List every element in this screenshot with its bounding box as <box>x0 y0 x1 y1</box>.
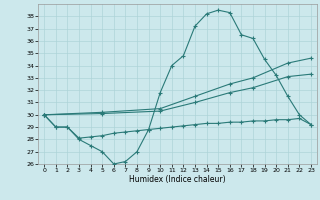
X-axis label: Humidex (Indice chaleur): Humidex (Indice chaleur) <box>129 175 226 184</box>
